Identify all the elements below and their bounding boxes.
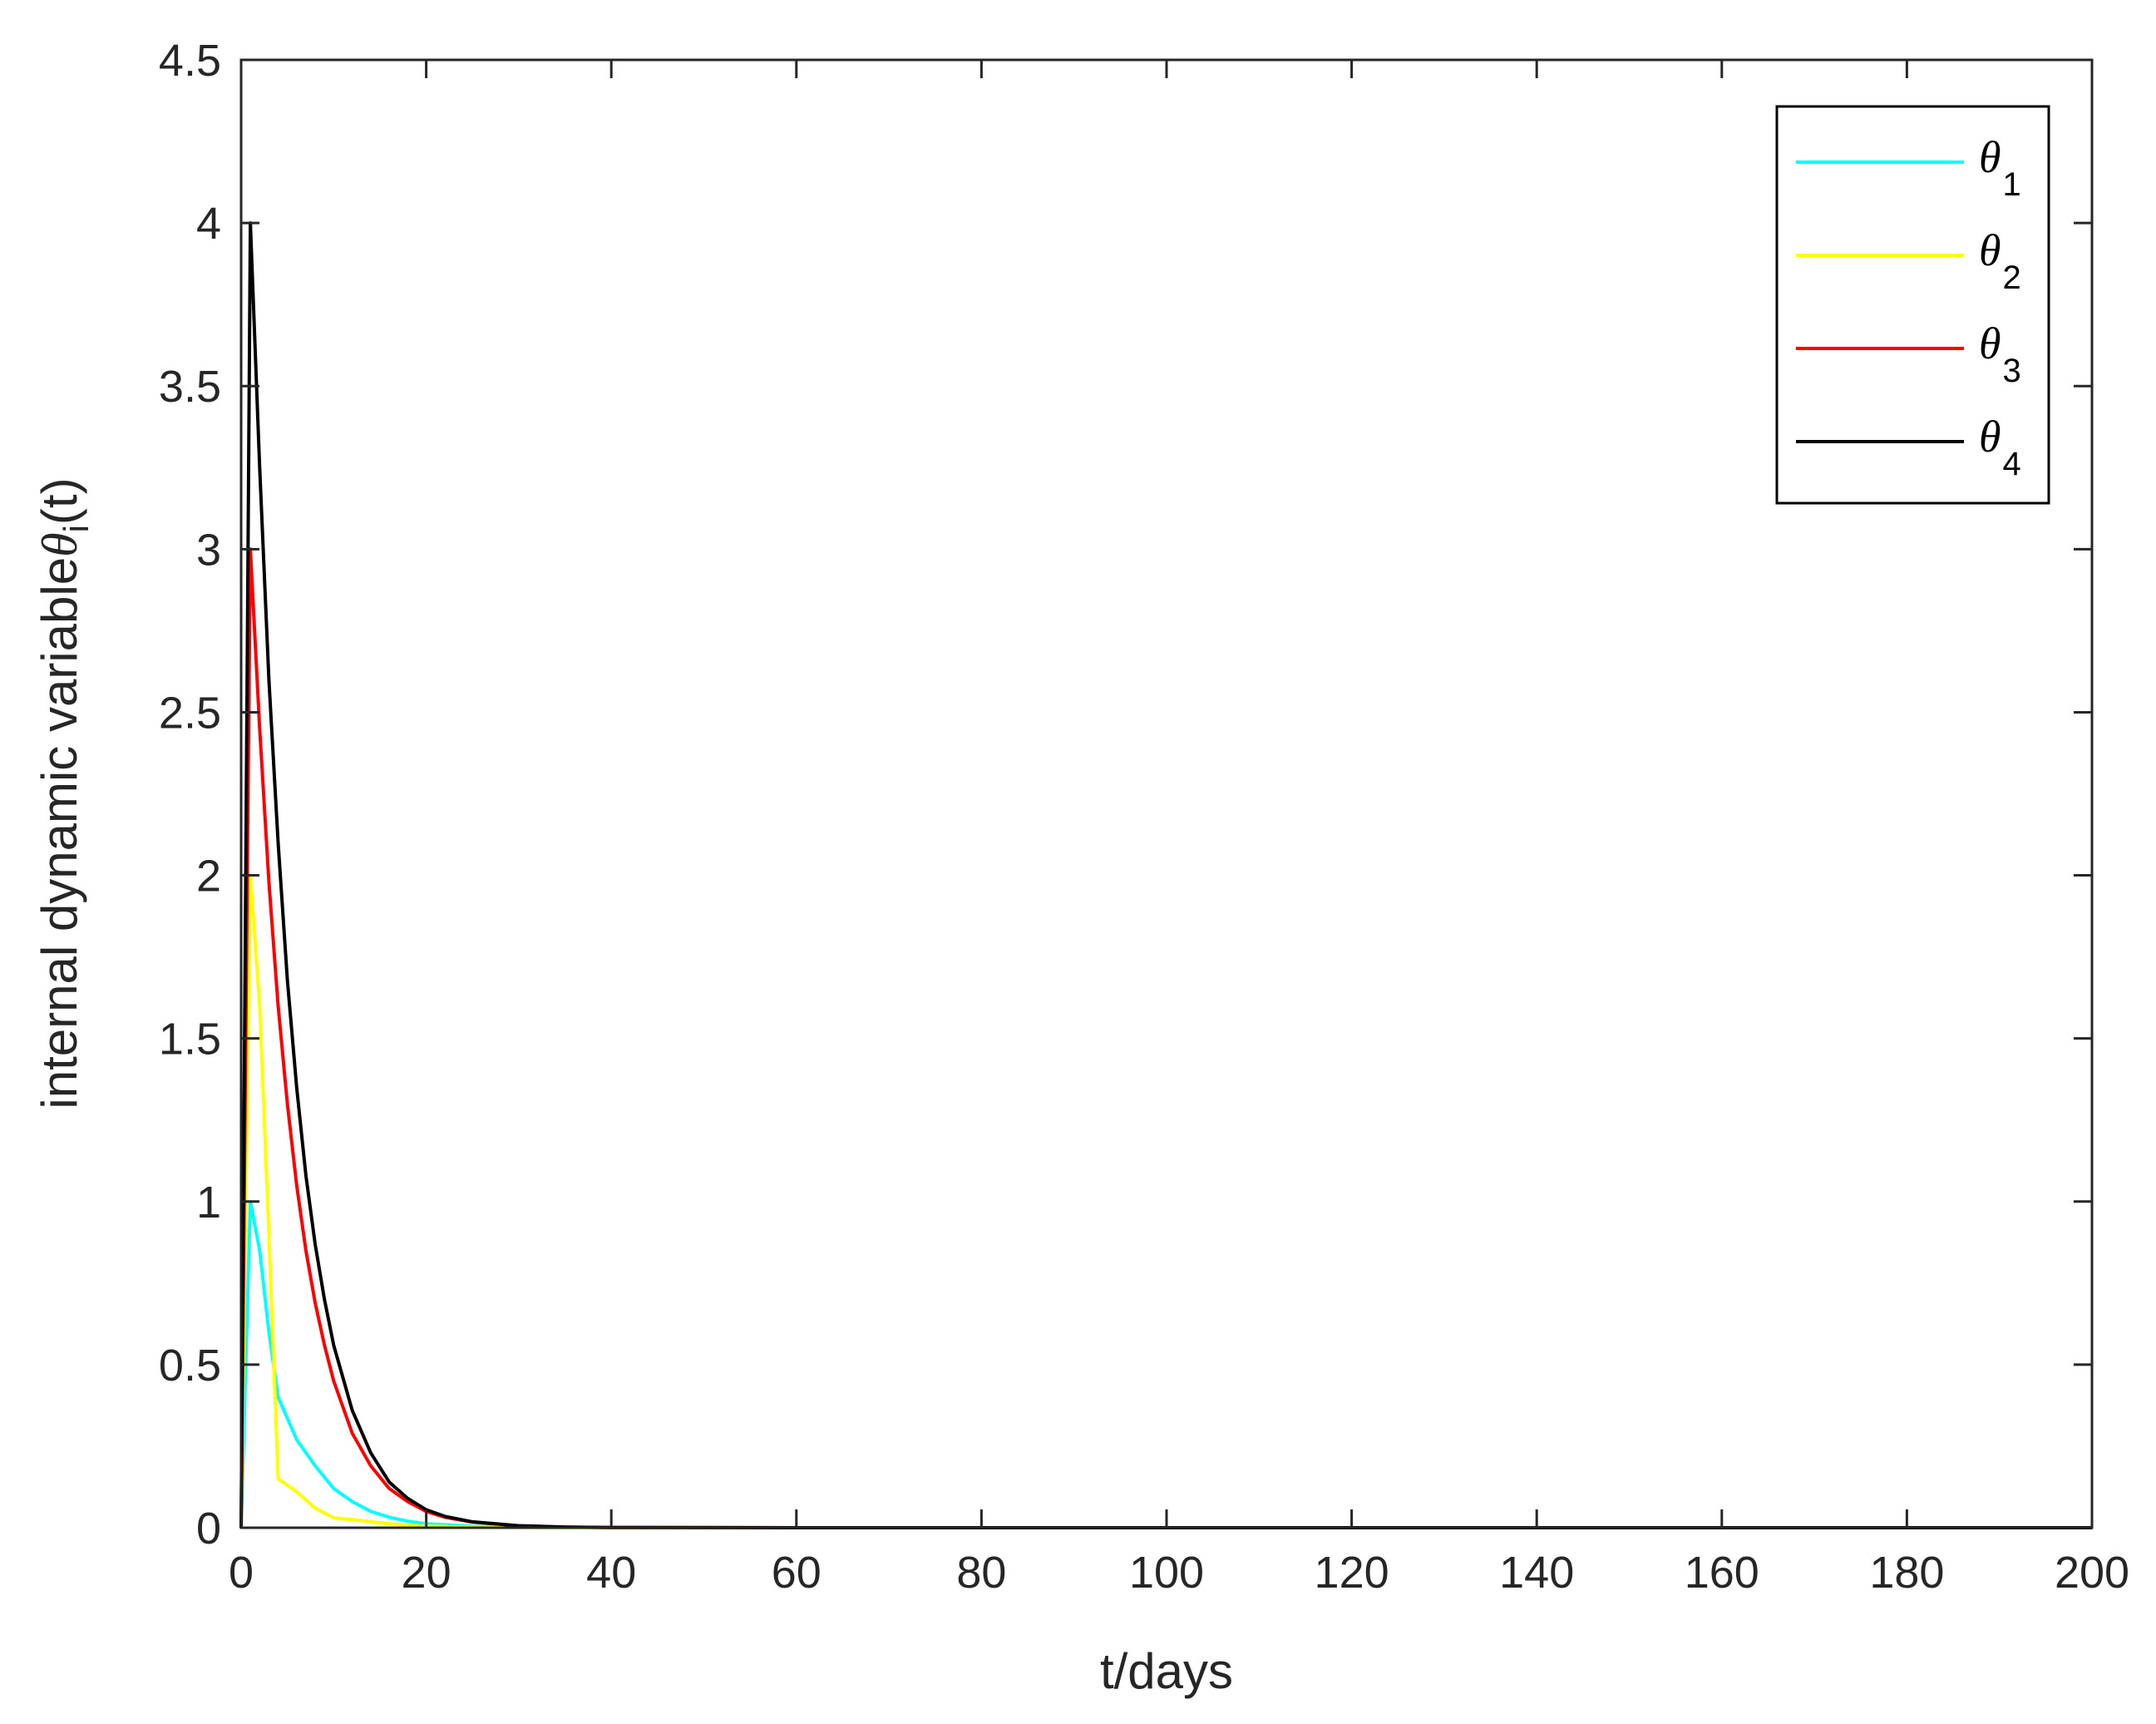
y-tick-label: 3.5 <box>159 362 221 412</box>
x-tick-label: 120 <box>1315 1548 1389 1598</box>
y-tick-label: 1 <box>196 1178 221 1228</box>
tick-layer: 0 20 40 60 80 100 120 140 160 180 200 0 0.5 1 1.5 2 2.5 3… <box>159 36 2129 1598</box>
legend-symbol: θ <box>1979 132 2001 182</box>
x-axis-label: t/days <box>1100 1643 1233 1699</box>
y-tick-label: 0.5 <box>159 1341 221 1391</box>
x-tick-label: 180 <box>1869 1548 1944 1598</box>
legend-label-theta-4: θ4 <box>1979 412 2021 482</box>
legend-symbol: θ <box>1979 412 2001 462</box>
y-axis-label-suffix: (t) <box>32 477 87 525</box>
x-tick-label: 200 <box>2055 1548 2129 1598</box>
y-axis-label: internal dynamic variableθi(t) <box>32 477 96 1109</box>
x-tick-label: 60 <box>772 1548 821 1598</box>
legend-subscript: 3 <box>2003 353 2021 389</box>
x-tick-label: 100 <box>1129 1548 1204 1598</box>
legend-symbol: θ <box>1979 225 2001 275</box>
legend-label-theta-3: θ3 <box>1979 319 2021 389</box>
y-tick-label: 4.5 <box>159 36 221 86</box>
legend-subscript: 1 <box>2003 166 2021 203</box>
x-tick-label: 20 <box>402 1548 451 1598</box>
legend-label-theta-1: θ1 <box>1979 132 2021 203</box>
legend-subscript: 4 <box>2003 446 2021 482</box>
x-tick-label: 40 <box>586 1548 636 1598</box>
y-axis-label-text: internal dynamic variable <box>32 557 87 1109</box>
y-tick-label: 2 <box>196 852 221 902</box>
y-tick-label: 3 <box>196 525 221 575</box>
legend-symbol: θ <box>1979 319 2001 368</box>
x-tick-label: 80 <box>956 1548 1006 1598</box>
y-axis-label-symbol: θ <box>32 532 87 556</box>
legend-box <box>1775 105 2050 505</box>
svg-text:internal dynamic variableθi(t): internal dynamic variableθi(t) <box>32 477 96 1109</box>
y-tick-label: 4 <box>196 199 221 249</box>
x-tick-label: 160 <box>1685 1548 1759 1598</box>
y-tick-label: 1.5 <box>159 1015 221 1065</box>
legend-subscript: 2 <box>2003 259 2021 296</box>
x-tick-label: 140 <box>1499 1548 1574 1598</box>
axes-box <box>239 58 2094 1529</box>
y-tick-label: 0 <box>196 1504 221 1554</box>
y-tick-label: 2.5 <box>159 688 221 738</box>
legend-label-theta-2: θ2 <box>1979 225 2021 296</box>
y-axis-label-subscript: i <box>57 525 96 532</box>
x-tick-label: 0 <box>229 1548 254 1598</box>
